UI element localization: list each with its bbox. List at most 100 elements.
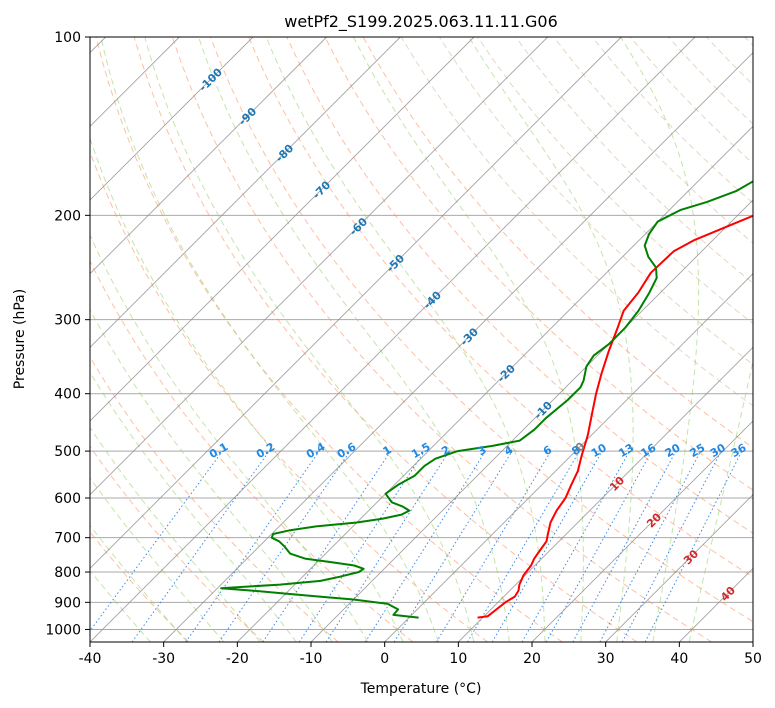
y-tick-label: 400 bbox=[54, 387, 81, 403]
moist-adiabats bbox=[90, 37, 753, 642]
isotherm-line bbox=[605, 494, 753, 642]
dry-adiabat bbox=[210, 37, 753, 623]
mixing-ratio-line bbox=[545, 450, 653, 642]
y-tick-label: 500 bbox=[54, 444, 81, 460]
isotherm-line bbox=[458, 346, 753, 642]
isotherm-label: -10 bbox=[532, 399, 555, 422]
mixing-ratio-label: 30 bbox=[708, 441, 728, 460]
mixing-ratio-line bbox=[467, 450, 580, 642]
x-tick-label: 50 bbox=[744, 651, 762, 667]
moist-adiabat bbox=[90, 477, 225, 642]
isotherm-line bbox=[163, 52, 753, 642]
dry-adiabat bbox=[95, 37, 563, 642]
moist-adiabat bbox=[90, 426, 261, 642]
mixing-ratio-label: 0.6 bbox=[335, 440, 359, 461]
isotherm-label: -70 bbox=[310, 178, 333, 201]
moist-adiabat bbox=[90, 569, 151, 642]
mixing-ratio-line bbox=[644, 450, 743, 642]
isotherm-line bbox=[90, 37, 401, 348]
dewpoint-profile-line bbox=[220, 180, 753, 619]
x-tick-label: 10 bbox=[449, 651, 467, 667]
mixing-ratio-label: 4 bbox=[502, 443, 515, 458]
mixing-ratio-line bbox=[521, 450, 630, 642]
isotherm-label: 40 bbox=[718, 584, 738, 604]
isotherm-label: -30 bbox=[458, 325, 481, 348]
isotherm-line bbox=[237, 125, 753, 642]
mixing-ratio-lines bbox=[90, 450, 743, 642]
isotherm-label: -100 bbox=[196, 65, 225, 94]
y-tick-label: 100 bbox=[54, 30, 81, 46]
mixing-ratio-line bbox=[131, 450, 270, 642]
x-tick-label: -20 bbox=[226, 651, 249, 667]
y-axis-label: Pressure (hPa) bbox=[12, 289, 28, 389]
isotherm-label: -20 bbox=[495, 362, 518, 385]
moist-adiabat bbox=[265, 37, 546, 642]
dry-adiabat bbox=[591, 37, 753, 204]
mixing-ratio-label: 10 bbox=[589, 441, 609, 460]
moist-adiabat bbox=[620, 37, 700, 642]
mixing-ratio-line bbox=[325, 450, 450, 642]
moist-adiabat bbox=[144, 37, 475, 642]
y-tick-label: 200 bbox=[54, 208, 81, 224]
dry-adiabat bbox=[668, 37, 753, 125]
dry-adiabat bbox=[171, 37, 712, 642]
temperature-profile-line bbox=[477, 214, 753, 619]
moist-adiabat bbox=[90, 524, 188, 642]
isotherm-line bbox=[90, 37, 327, 275]
mixing-ratio-label: 20 bbox=[663, 441, 683, 460]
moist-adiabat bbox=[468, 37, 634, 642]
x-tick-label: 40 bbox=[670, 651, 688, 667]
isotherm-grid bbox=[90, 37, 753, 642]
dry-adiabats bbox=[90, 37, 753, 642]
x-tick-label: 0 bbox=[380, 651, 389, 667]
dry-adiabat bbox=[90, 531, 190, 642]
y-tick-label: 300 bbox=[54, 313, 81, 329]
isotherm-line bbox=[90, 37, 548, 496]
isotherm-line bbox=[310, 199, 753, 642]
dry-adiabat bbox=[90, 259, 414, 642]
moist-adiabat bbox=[198, 37, 510, 642]
isotherm-label: -80 bbox=[273, 141, 296, 164]
y-tick-label: 600 bbox=[54, 491, 81, 507]
isotherm-label: -50 bbox=[384, 252, 407, 275]
moist-adiabat bbox=[90, 136, 404, 642]
isotherm-line bbox=[90, 37, 475, 422]
x-tick-label: 20 bbox=[523, 651, 541, 667]
mixing-ratio-label: 25 bbox=[687, 441, 707, 460]
mixing-ratio-line bbox=[262, 450, 392, 642]
isotherm-line bbox=[531, 420, 753, 642]
mixing-ratio-line bbox=[435, 450, 552, 642]
dry-adiabat bbox=[90, 445, 264, 642]
x-tick-label: -30 bbox=[152, 651, 175, 667]
moist-adiabat bbox=[90, 371, 297, 642]
dry-adiabat bbox=[553, 37, 753, 244]
mixing-ratio-line bbox=[491, 450, 603, 642]
isotherm-label: 30 bbox=[681, 547, 701, 567]
x-axis-ticks: -40 -30 -20 -10 0 10 20 30 40 50 bbox=[79, 642, 762, 667]
mixing-ratio-line bbox=[90, 450, 223, 632]
dry-adiabat bbox=[248, 37, 753, 578]
mixing-ratio-label: 0.4 bbox=[304, 440, 328, 461]
dry-adiabat bbox=[286, 37, 753, 534]
isotherm-line bbox=[90, 37, 254, 201]
x-tick-label: -10 bbox=[300, 651, 323, 667]
reference-line-labels: 0.1 0.2 0.4 0.6 1 1.5 2 3 4 6 8 10 13 16 20 25 30 36-100-… bbox=[196, 65, 748, 604]
isotherm-line bbox=[90, 37, 622, 569]
isotherm-label: 20 bbox=[644, 510, 664, 530]
moist-adiabat bbox=[100, 37, 439, 642]
isotherm-line bbox=[384, 273, 753, 642]
dry-adiabat bbox=[133, 37, 638, 642]
y-tick-label: 900 bbox=[54, 595, 81, 611]
y-axis-ticks: 100 200 300 400 500 600 700 800 900 1000 bbox=[45, 30, 90, 638]
dry-adiabat bbox=[90, 150, 488, 642]
dry-adiabat bbox=[438, 37, 753, 366]
mixing-ratio-line bbox=[364, 450, 486, 642]
moist-adiabat bbox=[90, 233, 369, 642]
plot-frame bbox=[89, 36, 754, 643]
y-tick-label: 1000 bbox=[45, 622, 81, 638]
dry-adiabat bbox=[515, 37, 753, 284]
isotherm-line bbox=[90, 37, 696, 642]
x-axis-label: Temperature (°C) bbox=[360, 681, 482, 697]
